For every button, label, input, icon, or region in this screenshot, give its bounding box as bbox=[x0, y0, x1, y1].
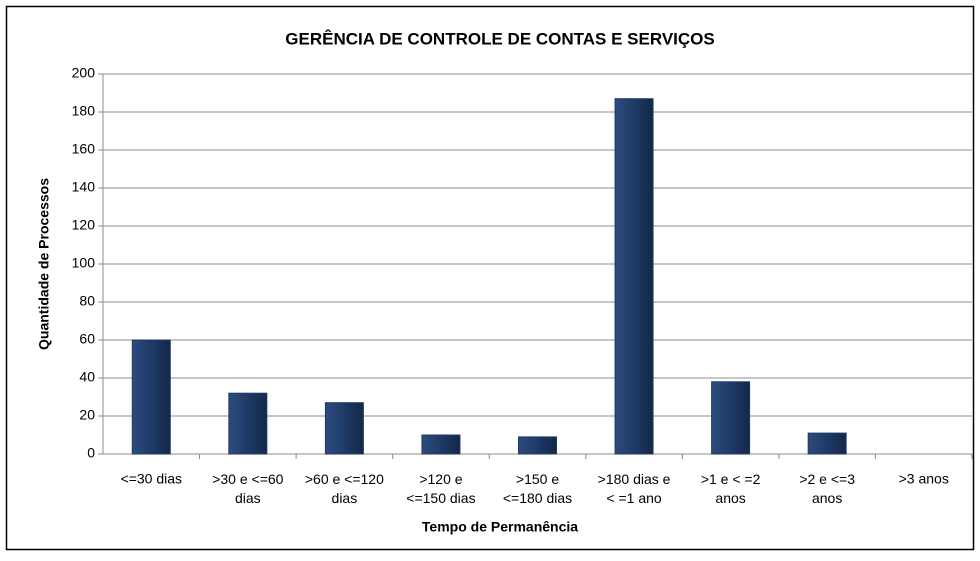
bar bbox=[518, 436, 557, 455]
bar bbox=[131, 339, 171, 455]
x-tick-label: <=30 dias bbox=[121, 471, 183, 487]
y-tick-label: 20 bbox=[79, 407, 95, 423]
chart-border bbox=[5, 5, 975, 551]
y-tick-label: 80 bbox=[79, 293, 95, 309]
x-tick-label: >60 e <=120 dias bbox=[305, 471, 384, 506]
y-tick-label: 200 bbox=[72, 65, 96, 81]
bar bbox=[228, 392, 268, 455]
x-tick-label: >30 e <=60 dias bbox=[212, 471, 283, 506]
chart-title: GERÊNCIA DE CONTROLE DE CONTAS E SERVIÇO… bbox=[285, 29, 714, 48]
x-tick-label: >150 e <=180 dias bbox=[503, 471, 572, 506]
y-tick-label: 180 bbox=[72, 103, 96, 119]
y-tick-label: 100 bbox=[72, 255, 96, 271]
y-tick-label: 140 bbox=[72, 179, 96, 195]
y-axis-label: Quantidade de Processos bbox=[36, 178, 52, 350]
x-axis-label: Tempo de Permanência bbox=[422, 519, 578, 535]
bar bbox=[324, 402, 364, 455]
x-tick-label: >120 e <=150 dias bbox=[406, 471, 475, 506]
x-tick-label: >180 dias e < =1 ano bbox=[598, 471, 671, 506]
bar bbox=[711, 381, 751, 455]
y-tick-label: 0 bbox=[87, 445, 95, 461]
x-tick-label: >3 anos bbox=[899, 471, 949, 487]
bar bbox=[421, 434, 461, 455]
x-tick-label: >1 e < =2 anos bbox=[701, 471, 761, 506]
y-tick-label: 60 bbox=[79, 331, 95, 347]
x-tick-label: >2 e <=3 anos bbox=[799, 471, 855, 506]
y-tick-label: 40 bbox=[79, 369, 95, 385]
bar bbox=[614, 98, 654, 455]
bar bbox=[807, 432, 847, 455]
y-tick-label: 120 bbox=[72, 217, 96, 233]
y-tick-label: 160 bbox=[72, 141, 96, 157]
